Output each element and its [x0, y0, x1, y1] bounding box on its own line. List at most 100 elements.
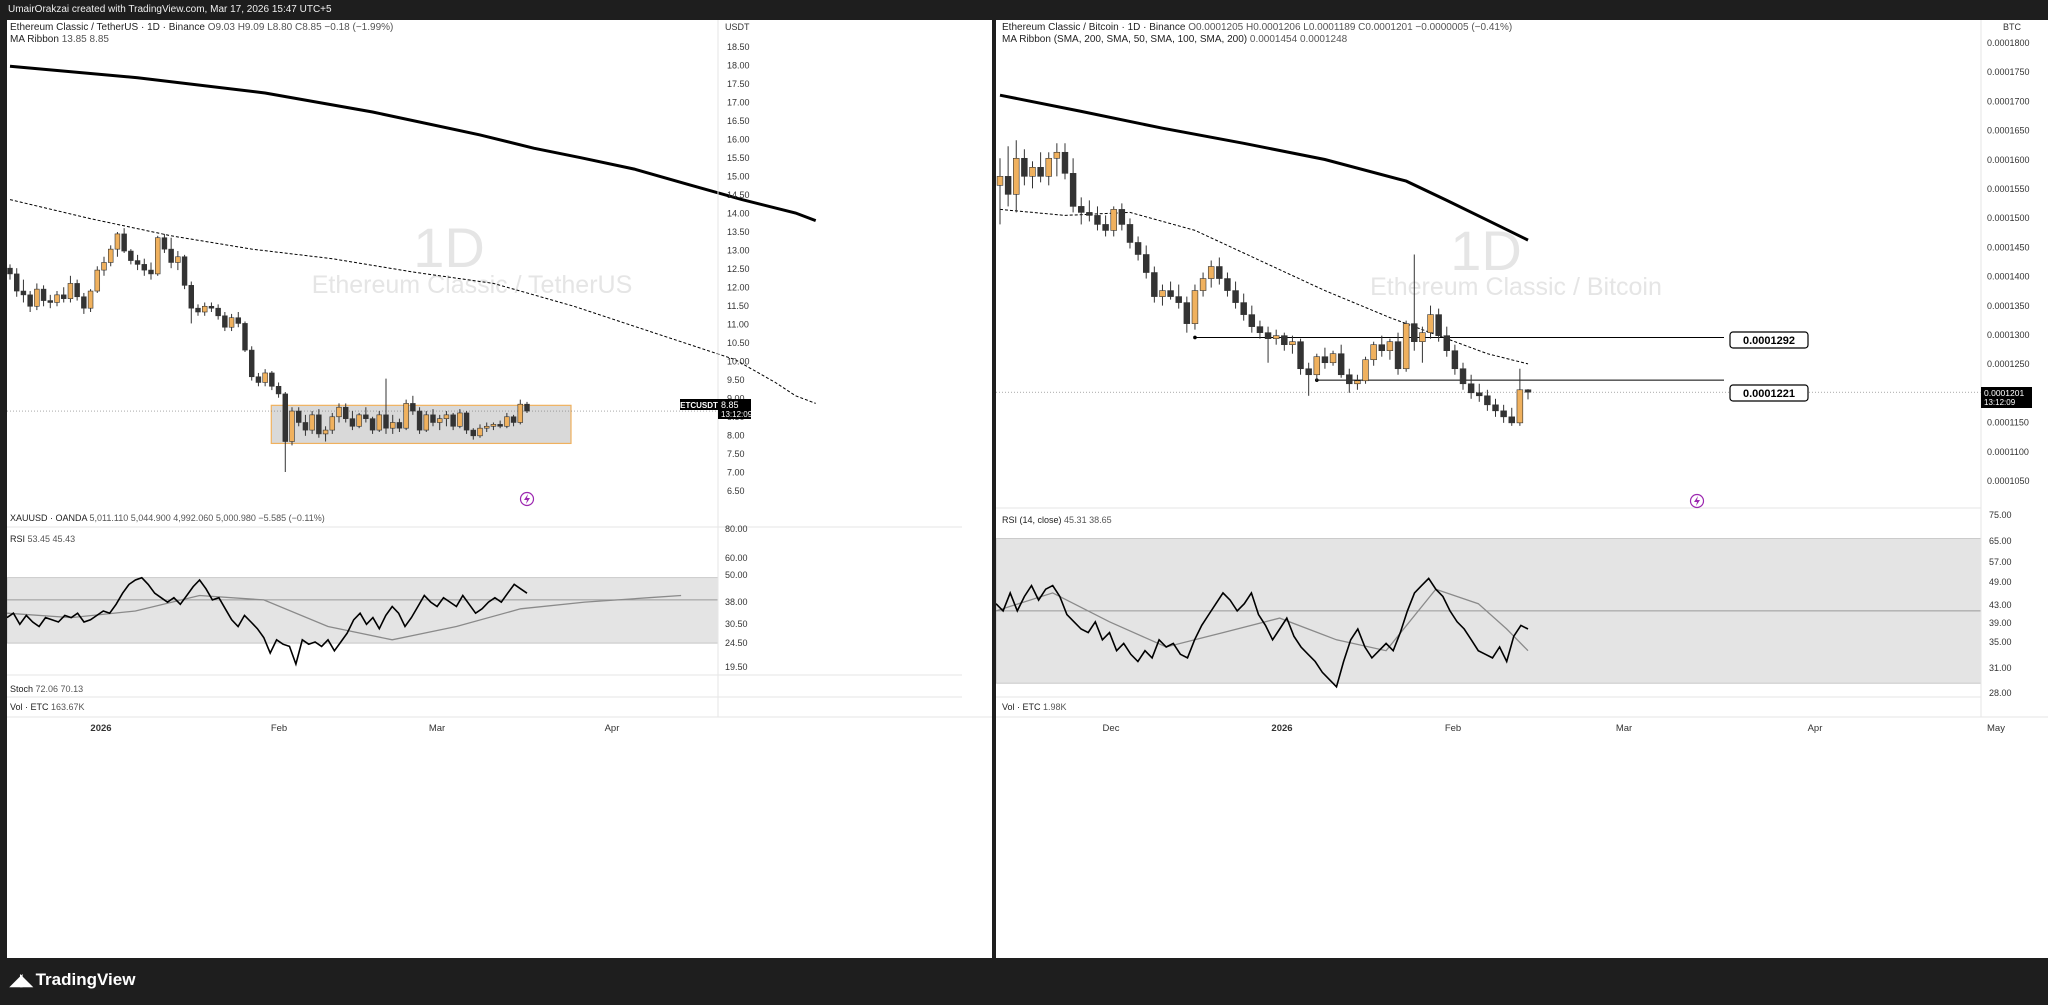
left-price-tag: ETCUSDT 8.85 13:12:09	[680, 399, 753, 419]
left-ma-values: 13.85 8.85	[61, 34, 109, 45]
left-candle-body	[154, 237, 161, 275]
right-chart-panel[interactable]: 1D Ethereum Classic / Bitcoin 0.0001800 0…	[996, 20, 2048, 958]
right-candle-body	[996, 176, 1004, 186]
right-time-label: Mar	[1616, 723, 1632, 734]
right-price-tick-label: 0.0001550	[1987, 184, 2030, 194]
left-header[interactable]: Ethereum Classic / TetherUS · 1D · Binan…	[10, 22, 393, 33]
left-candle-body	[13, 273, 20, 292]
left-bolt-icon[interactable]	[519, 491, 535, 507]
left-candle-body	[134, 260, 141, 265]
right-price-tag-bg	[1981, 387, 2032, 408]
left-vol-legend[interactable]: Vol · ETC 163.67K	[10, 702, 85, 712]
left-candle-body	[497, 424, 503, 427]
left-stoch-values: 72.06 70.13	[35, 684, 84, 694]
left-candle-body	[517, 403, 524, 423]
right-level-low-label[interactable]: 0.0001221	[1729, 384, 1809, 402]
left-candle-body	[423, 414, 430, 431]
left-candle-body	[356, 414, 362, 427]
left-candle-body	[74, 283, 80, 298]
right-rsi-tick-label: 65.00	[1989, 536, 2012, 546]
tradingview-logo[interactable]: ◢◣ TradingView	[10, 970, 135, 990]
right-candle-body	[1435, 314, 1442, 336]
left-price-tick-label: 17.00	[727, 98, 750, 108]
left-rsi-tick-label: 24.50	[725, 638, 748, 648]
left-candle-body	[275, 385, 282, 395]
right-candle-body	[1264, 332, 1272, 339]
right-candle-body	[1281, 335, 1288, 345]
right-price-tick-label: 0.0001100	[1987, 447, 2029, 457]
right-chart-svg[interactable]: 1D Ethereum Classic / Bitcoin 0.0001800 0…	[996, 20, 2048, 958]
right-price-tick-label: 0.0001400	[1987, 272, 2030, 282]
left-xau-legend[interactable]: XAUUSD · OANDA 5,011.110 5,044.900 4,992…	[10, 513, 325, 523]
right-time-label: Feb	[1445, 723, 1461, 734]
left-candle-body	[450, 414, 456, 427]
left-candle-body	[463, 412, 470, 431]
right-level-anchor	[1193, 335, 1197, 340]
left-candle-body	[349, 418, 356, 427]
right-price-tick-label: 0.0001650	[1987, 126, 2030, 136]
right-price-tick-label: 0.0001800	[1987, 38, 2030, 48]
right-candle-body	[1484, 395, 1491, 406]
right-rsi-tick-label: 75.00	[1989, 510, 2012, 520]
left-candle-body	[195, 307, 201, 313]
left-candle-body	[329, 416, 336, 431]
left-candle-body	[20, 290, 27, 296]
left-candle-body	[34, 288, 40, 307]
right-candle-body	[1134, 242, 1142, 255]
right-candle-body	[1451, 350, 1459, 370]
right-price-tick-label: 0.0001350	[1987, 301, 2030, 311]
left-price-tick-label: 8.00	[727, 431, 745, 441]
left-candle-body	[282, 393, 289, 442]
right-candle-body	[1386, 341, 1394, 351]
right-price-tick-label: 0.0001500	[1987, 213, 2030, 223]
left-candle-body	[141, 264, 148, 271]
right-price-tick-label: 0.0001250	[1987, 359, 2030, 369]
left-chart-svg[interactable]: 1D Ethereum Classic / TetherUS 18.50 18.0…	[7, 20, 992, 958]
right-candle-body	[1370, 344, 1377, 361]
left-rsi-values: 53.45 45.43	[27, 534, 76, 544]
right-candle-body	[1086, 212, 1093, 216]
footer-bar: ◢◣ TradingView	[0, 958, 2048, 1005]
right-candle-body	[1094, 215, 1101, 225]
right-vol-value: 1.98K	[1043, 702, 1067, 712]
left-candle-body	[269, 372, 275, 387]
right-candle-body	[1476, 392, 1483, 397]
left-candle-body	[188, 285, 195, 309]
left-chart-panel[interactable]: 1D Ethereum Classic / TetherUS 18.50 18.0…	[7, 20, 992, 958]
right-candle-body	[1419, 332, 1426, 342]
left-currency-label: USDT	[725, 22, 750, 32]
right-bolt-icon[interactable]	[1689, 493, 1705, 509]
right-candle-body	[1191, 290, 1199, 324]
right-header[interactable]: Ethereum Classic / Bitcoin · 1D · Binanc…	[1002, 22, 1512, 33]
right-candle-body	[1069, 173, 1077, 207]
right-level-high-label[interactable]: 0.0001292	[1729, 331, 1809, 349]
right-ma-legend[interactable]: MA Ribbon (SMA, 200, SMA, 50, SMA, 100, …	[1002, 34, 1347, 45]
right-price-tick-label: 0.0001300	[1987, 330, 2030, 340]
left-candle-body	[47, 300, 54, 303]
left-rsi-line	[7, 576, 528, 667]
right-price-tick-label: 0.0001150	[1987, 418, 2029, 428]
left-rsi-legend[interactable]: RSI 53.45 45.43	[10, 534, 75, 544]
left-watermark-name: Ethereum Classic / TetherUS	[312, 271, 633, 299]
right-watermark-name: Ethereum Classic / Bitcoin	[1370, 273, 1662, 301]
right-candle-body	[1459, 368, 1467, 385]
left-candle-body	[54, 294, 60, 303]
left-candle-body	[235, 317, 242, 324]
right-candle-body	[1021, 157, 1028, 177]
right-vol-legend[interactable]: Vol · ETC 1.98K	[1002, 702, 1067, 712]
left-ma-legend[interactable]: MA Ribbon 13.85 8.85	[10, 34, 109, 45]
right-rsi-legend[interactable]: RSI (14, close) 45.31 38.65	[1002, 515, 1112, 525]
left-price-tick-label: 6.50	[727, 486, 745, 496]
right-watermark-tf: 1D	[1450, 219, 1522, 282]
right-candle-body	[1524, 389, 1532, 393]
left-price-tick-label: 18.00	[727, 61, 750, 71]
left-stoch-legend[interactable]: Stoch 72.06 70.13	[10, 684, 83, 694]
right-candle-body	[1378, 344, 1386, 351]
left-candle-body	[289, 410, 295, 442]
left-rsi-ma-line	[7, 594, 682, 641]
left-price-tick-label: 7.00	[727, 468, 745, 478]
right-candle-body	[1142, 254, 1150, 273]
right-candle-body	[1102, 224, 1109, 231]
right-candle-body	[1354, 380, 1361, 385]
right-price-tick-label: 0.0001700	[1987, 96, 2030, 106]
